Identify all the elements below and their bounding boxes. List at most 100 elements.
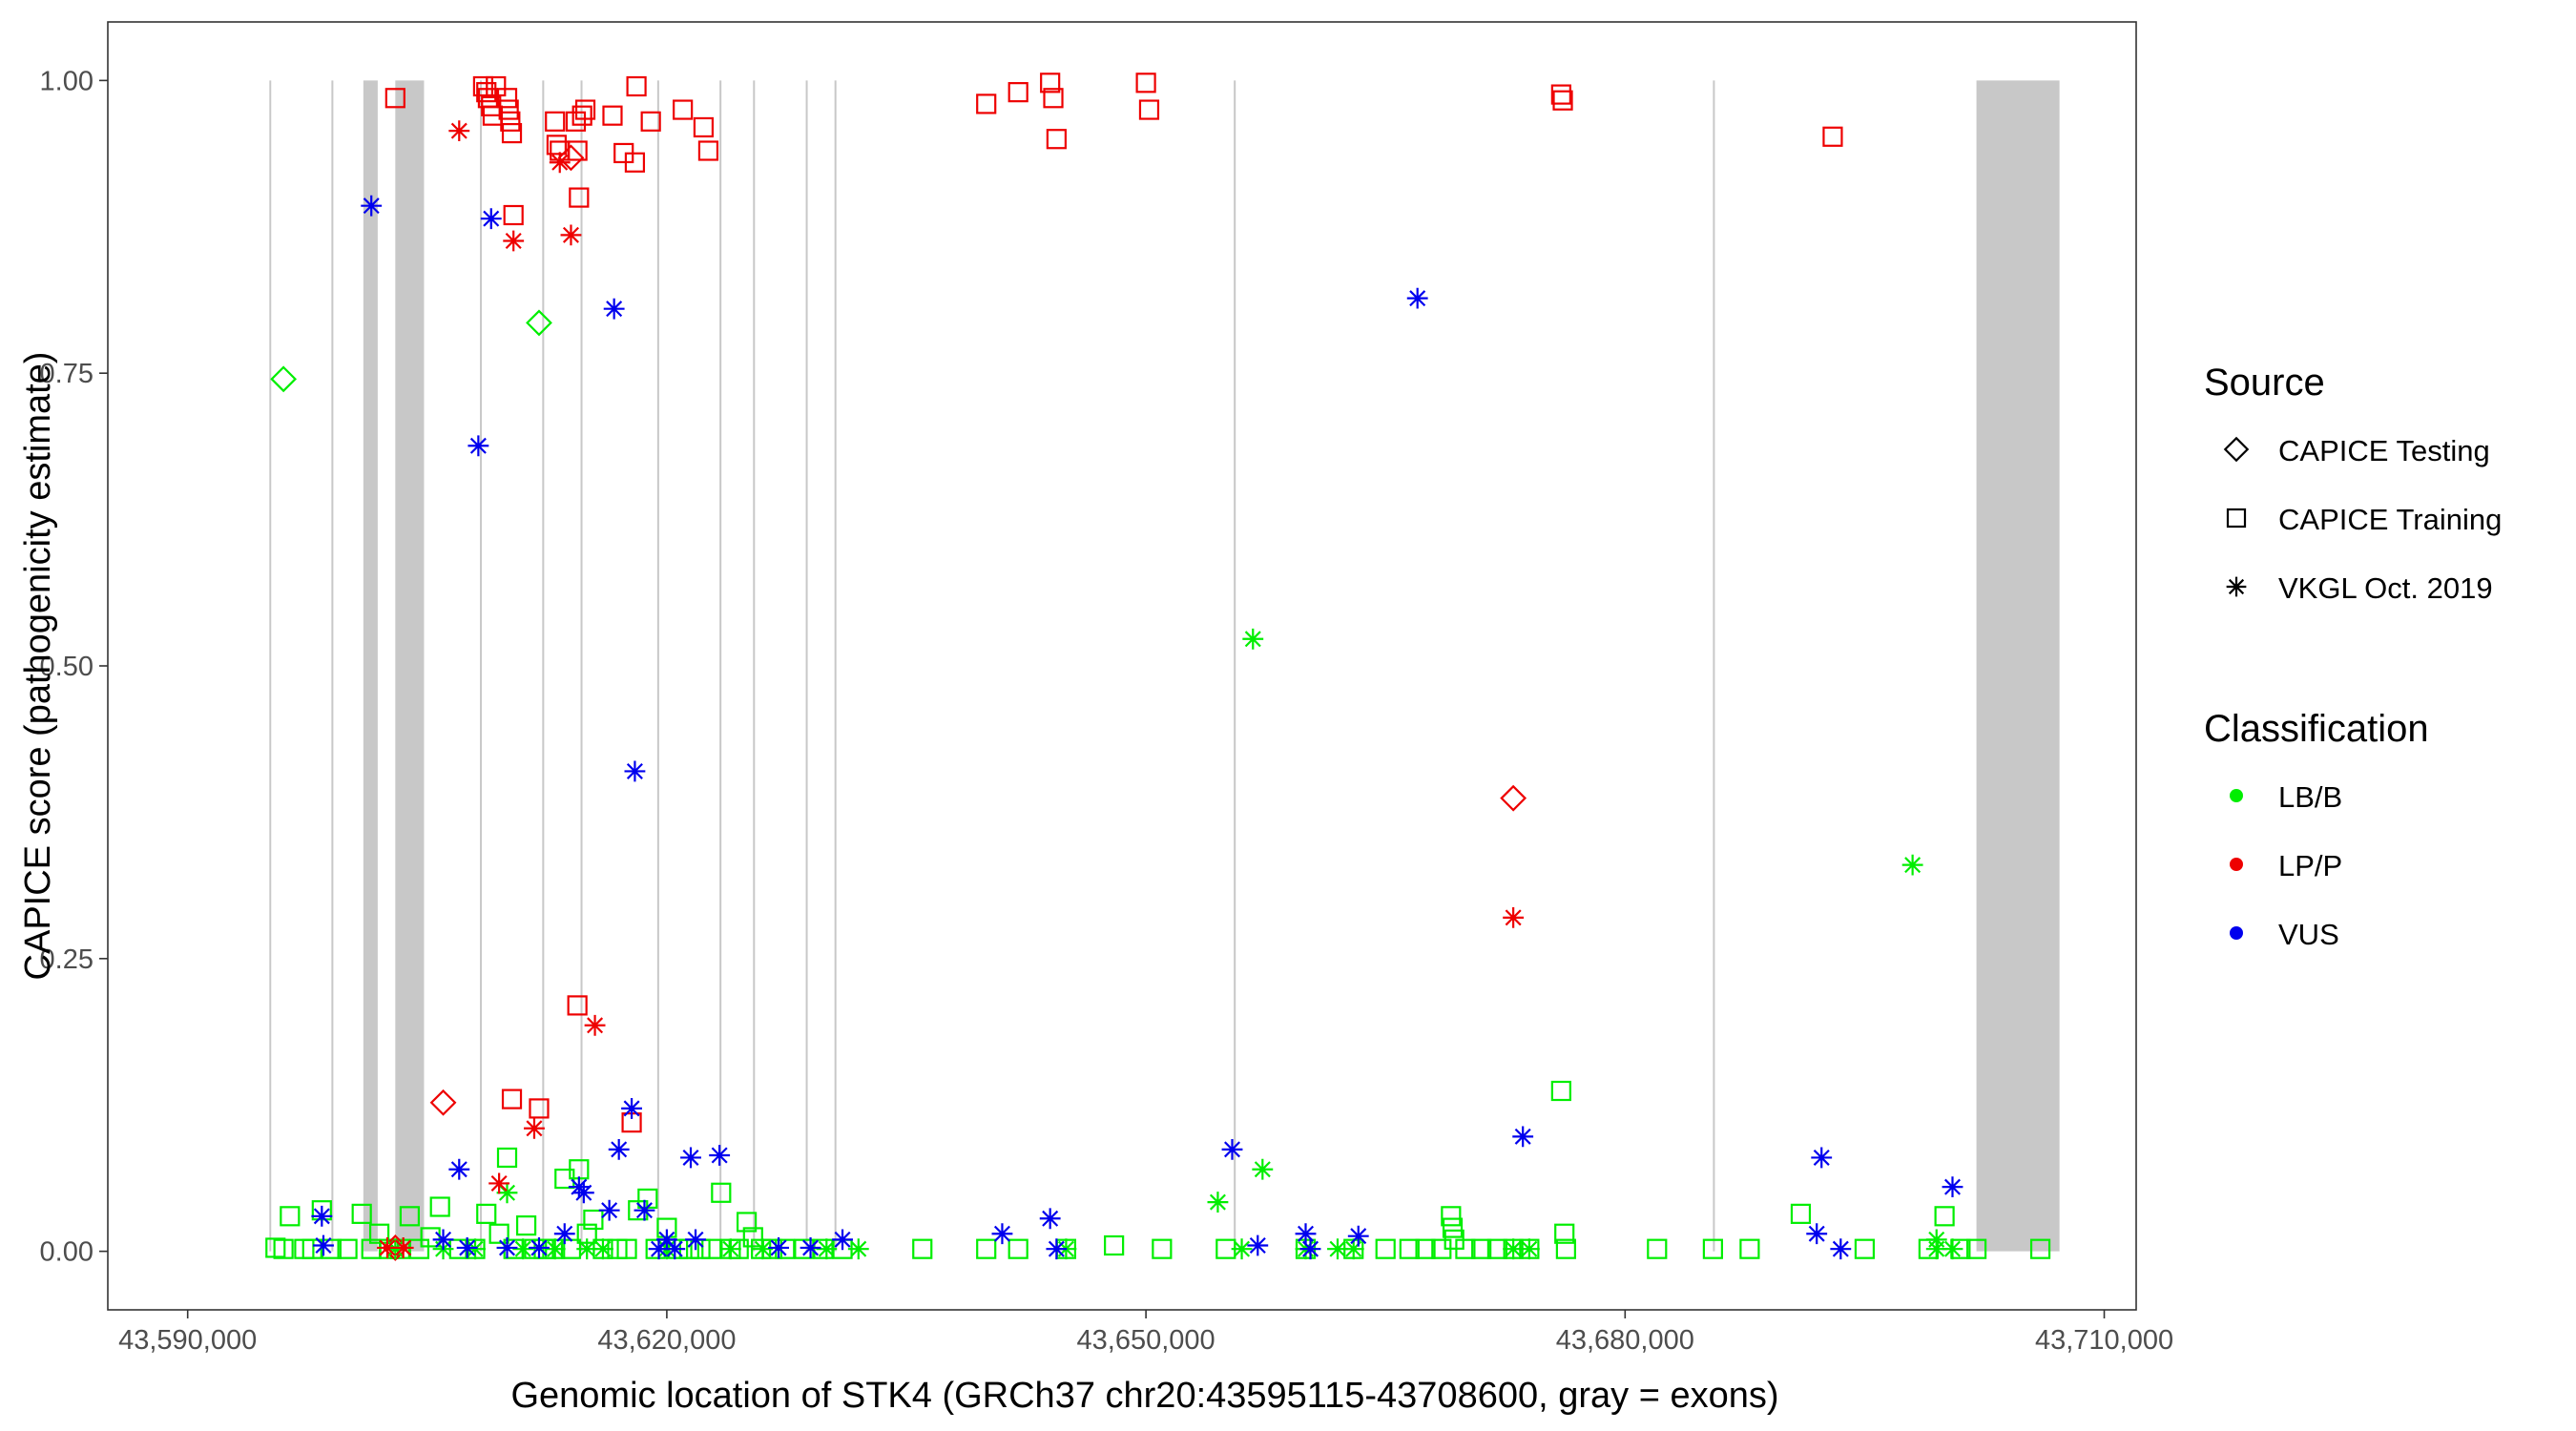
data-point [752, 1238, 774, 1260]
exon-band [834, 80, 837, 1252]
data-point [664, 1238, 686, 1260]
exon-band [480, 80, 483, 1252]
data-point [503, 204, 524, 226]
data-point [557, 144, 585, 172]
legend-key-square [2226, 508, 2247, 529]
data-point [1934, 1206, 1955, 1227]
data-point [529, 1098, 550, 1119]
exon-band [1713, 80, 1715, 1252]
data-point [602, 105, 623, 126]
data-point [1555, 1238, 1576, 1259]
data-point [515, 1215, 537, 1236]
data-point [697, 140, 719, 161]
exon-bands [269, 80, 2060, 1252]
legend-source-label-vkgl: VKGL Oct. 2019 [2278, 571, 2493, 605]
data-point [1135, 73, 1156, 93]
x-tick-label: 43,650,000 [1077, 1325, 1215, 1356]
data-point [448, 120, 470, 142]
exon-band [719, 80, 722, 1252]
exon-band [656, 80, 659, 1252]
data-point [1406, 287, 1428, 309]
data-point [1342, 1238, 1364, 1260]
data-point [553, 1223, 575, 1245]
data-point [976, 93, 997, 114]
y-tick-label: 0.00 [40, 1237, 93, 1268]
data-point [361, 195, 383, 217]
data-point [1550, 84, 1571, 105]
data-point [624, 152, 646, 173]
legend-source-title: Source [2204, 362, 2325, 404]
data-point [598, 1199, 620, 1221]
legend-key-dot [2230, 926, 2243, 940]
data-point [1811, 1147, 1833, 1169]
legend-key-dot [2230, 858, 2243, 871]
data-point [574, 99, 596, 120]
data-point [583, 1209, 604, 1231]
data-point [472, 75, 493, 97]
data-point [408, 1238, 430, 1259]
data-point [429, 1196, 450, 1217]
data-point [584, 1014, 606, 1036]
exon-band [580, 80, 583, 1252]
data-point [321, 1238, 342, 1259]
data-point [448, 1158, 470, 1180]
data-point [1231, 1238, 1253, 1260]
data-point [2029, 1238, 2051, 1259]
data-point [1830, 1238, 1852, 1260]
data-point [496, 88, 518, 109]
data-point [1008, 1238, 1028, 1259]
data-point [544, 1238, 566, 1260]
x-tick-label: 43,590,000 [118, 1325, 257, 1356]
data-point [337, 1238, 358, 1259]
data-point [685, 1229, 706, 1251]
data-point [1503, 1238, 1525, 1260]
data-point [569, 187, 590, 208]
data-point [488, 1223, 509, 1244]
data-point [648, 1238, 670, 1260]
data-point [912, 1238, 933, 1259]
data-point [567, 995, 588, 1016]
data-point [592, 1238, 613, 1260]
data-point [816, 1238, 838, 1260]
data-point [524, 1117, 545, 1139]
data-point [626, 75, 647, 97]
data-point [529, 1237, 550, 1258]
data-point [1152, 1238, 1173, 1259]
data-point [1965, 1238, 1987, 1259]
data-point [693, 116, 715, 138]
data-point [486, 75, 507, 97]
data-point [560, 224, 582, 246]
data-point [1901, 854, 1923, 876]
exon-band [753, 80, 756, 1252]
data-point [832, 1229, 853, 1251]
data-point [526, 309, 552, 337]
data-point [496, 1237, 518, 1258]
exon-band [542, 80, 545, 1252]
data-point [501, 122, 523, 144]
exon-band [1234, 80, 1236, 1252]
data-point [847, 1238, 869, 1260]
data-point [270, 365, 298, 393]
data-point [616, 1238, 637, 1259]
data-point [1739, 1238, 1760, 1259]
data-point [711, 1182, 732, 1203]
y-axis-title: CAPICE score (pathogenicity estimate) [18, 352, 58, 981]
data-point [488, 1172, 510, 1194]
data-point [1554, 1223, 1575, 1244]
legend-classification: Classification LB/B LP/P VUS [2204, 708, 2429, 951]
data-point [709, 1145, 731, 1166]
exon-band [395, 80, 425, 1252]
legend-source-label-training: CAPICE Training [2278, 503, 2502, 536]
data-point [1441, 1206, 1462, 1227]
x-axis-title: Genomic location of STK4 (GRCh37 chr20:4… [510, 1376, 1778, 1416]
data-point [1207, 1192, 1229, 1213]
y-tick-label: 1.00 [40, 66, 93, 96]
data-point [377, 1237, 398, 1258]
exon-band [269, 80, 272, 1252]
data-point [1790, 1203, 1812, 1224]
data-point [1242, 628, 1264, 650]
data-point [496, 1182, 518, 1204]
data-point [1046, 129, 1067, 150]
data-point [1822, 126, 1843, 147]
